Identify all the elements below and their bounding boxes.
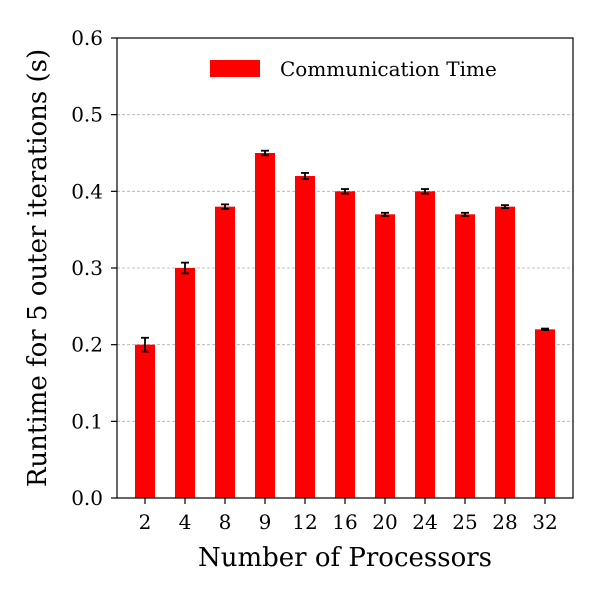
bar (375, 214, 395, 499)
y-tick-label: 0.2 (71, 333, 103, 357)
x-tick-label: 32 (532, 510, 557, 534)
bar (535, 329, 555, 498)
y-tick-label: 0.5 (71, 103, 103, 127)
x-tick-label: 28 (492, 510, 517, 534)
legend-swatch (210, 60, 260, 77)
bar (175, 268, 195, 498)
legend-label: Communication Time (280, 57, 497, 81)
y-axis: 0.0 0.1 0.2 0.3 0.4 0.5 0.6 (71, 26, 117, 510)
y-tick-label: 0.0 (71, 486, 103, 510)
bar (335, 191, 355, 499)
legend: Communication Time (210, 57, 497, 81)
bar (295, 176, 315, 498)
y-axis-title: Runtime for 5 outer iterations (s) (23, 49, 53, 487)
x-tick-label: 2 (139, 510, 152, 534)
x-tick-label: 12 (292, 510, 317, 534)
bar (495, 206, 515, 498)
x-tick-label: 8 (219, 510, 232, 534)
x-axis-title: Number of Processors (198, 543, 492, 573)
x-axis: 2 4 8 9 12 16 20 24 25 28 32 (139, 498, 558, 534)
x-tick-label: 25 (452, 510, 477, 534)
bar (415, 191, 435, 499)
bars (135, 153, 555, 499)
error-bars (141, 149, 549, 353)
x-tick-label: 20 (372, 510, 397, 534)
x-tick-label: 16 (332, 510, 357, 534)
x-tick-label: 24 (412, 510, 437, 534)
bar (135, 344, 155, 498)
bar (255, 153, 275, 498)
y-tick-label: 0.3 (71, 256, 103, 280)
y-tick-label: 0.1 (71, 409, 103, 433)
bar (215, 206, 235, 498)
y-tick-label: 0.6 (71, 26, 103, 50)
x-tick-label: 4 (179, 510, 192, 534)
bar (455, 214, 475, 499)
x-tick-label: 9 (259, 510, 272, 534)
y-tick-label: 0.4 (71, 179, 103, 203)
